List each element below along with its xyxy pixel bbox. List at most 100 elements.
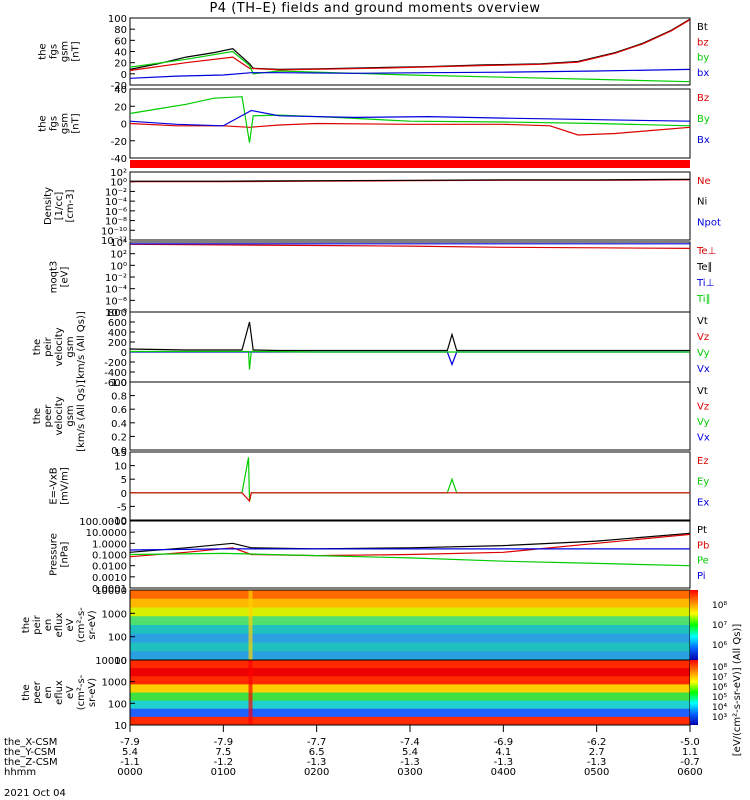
spectrogram-band bbox=[130, 598, 690, 608]
legend-entry: Ez bbox=[697, 456, 709, 467]
spectrogram-band bbox=[130, 676, 690, 685]
legend-entry: Vy bbox=[697, 348, 710, 359]
series-bz bbox=[129, 19, 691, 72]
spectrogram-band bbox=[130, 616, 690, 626]
panel-density bbox=[129, 171, 691, 241]
legend-entry: Pi bbox=[697, 571, 706, 582]
y-tick-label: -20 bbox=[111, 137, 127, 148]
time-row-value: 2.7 bbox=[589, 747, 605, 758]
y-tick-label: 0 bbox=[121, 348, 127, 359]
time-row-value: -6.9 bbox=[494, 737, 514, 748]
y-axis-label: [km/s (All Qs)] bbox=[76, 380, 87, 452]
colorbar-tick: 10⁴ bbox=[712, 703, 727, 713]
y-tick-label: 10 bbox=[114, 656, 127, 667]
y-axis-label: peer bbox=[43, 404, 54, 428]
y-tick-label: 10⁻⁶ bbox=[105, 296, 127, 307]
y-axis-label: the bbox=[21, 617, 32, 633]
spectrogram-band bbox=[130, 700, 690, 710]
legend-entry: Vy bbox=[697, 417, 710, 428]
time-row-value: -1.1 bbox=[120, 757, 140, 768]
time-row-value: -7.4 bbox=[400, 737, 420, 748]
time-row-value: -1.2 bbox=[214, 757, 234, 768]
y-tick-label: 10⁻⁴ bbox=[105, 285, 127, 296]
series-Ni bbox=[130, 178, 691, 182]
y-axis-label: gsm bbox=[60, 113, 71, 134]
y-axis-label: the bbox=[38, 43, 49, 59]
y-axis-label: peir bbox=[43, 336, 54, 356]
y-axis-label: the bbox=[32, 408, 43, 424]
y-tick-label: 10⁻² bbox=[105, 273, 127, 284]
y-tick-label: 10⁰ bbox=[110, 261, 127, 272]
y-tick-label: -600 bbox=[104, 378, 127, 389]
y-axis-label: moqt3 bbox=[49, 261, 60, 294]
y-axis-label: eV bbox=[65, 686, 76, 699]
y-tick-label: 1000 bbox=[102, 609, 127, 620]
time-row-value: 0000 bbox=[117, 767, 142, 778]
y-axis-label: en bbox=[43, 619, 54, 632]
y-tick-label: -5 bbox=[117, 502, 127, 513]
spectrogram-band bbox=[130, 633, 690, 643]
spectrogram-band bbox=[130, 625, 690, 635]
y-tick-label: 10 bbox=[114, 721, 127, 732]
series-Pi bbox=[129, 548, 690, 551]
time-row-label: the_Z-CSM bbox=[4, 757, 58, 768]
legend-entry: bz bbox=[697, 37, 709, 48]
y-tick-label: -20 bbox=[111, 81, 127, 92]
time-row-value: 5.4 bbox=[122, 747, 138, 758]
y-tick-label: 0.8 bbox=[111, 392, 127, 403]
series-by bbox=[129, 50, 691, 83]
time-row-value: 0200 bbox=[304, 767, 329, 778]
spectrogram-spike bbox=[248, 590, 253, 660]
y-tick-label: 100 bbox=[108, 633, 127, 644]
legend-entry: Vt bbox=[697, 316, 708, 327]
colorbar-bottom bbox=[690, 660, 698, 725]
time-row-value: -1.3 bbox=[587, 757, 607, 768]
y-tick-label: 10⁻⁴ bbox=[105, 197, 127, 208]
colorbar-tick: 10⁷ bbox=[712, 673, 727, 683]
y-axis-label: [km/s (All Qs)] bbox=[76, 311, 87, 383]
y-tick-label: 600 bbox=[108, 318, 127, 329]
y-tick-label: 10⁰ bbox=[110, 178, 127, 189]
status-bar bbox=[130, 160, 690, 168]
time-row-value: 0300 bbox=[397, 767, 422, 778]
spectrogram-band bbox=[130, 642, 690, 652]
series-Te⊥ bbox=[129, 243, 691, 249]
time-row-value: 0500 bbox=[584, 767, 609, 778]
spectrogram-band bbox=[130, 651, 690, 661]
series-Ey bbox=[130, 457, 690, 502]
legend-entry: Vx bbox=[697, 364, 710, 375]
y-tick-label: 0 bbox=[121, 70, 127, 81]
y-tick-label: 20 bbox=[114, 102, 127, 113]
y-axis-label: [nT] bbox=[71, 41, 82, 61]
time-row-value: 7.5 bbox=[215, 747, 231, 758]
spectrogram-band bbox=[130, 607, 690, 617]
y-axis-label: (cm²-s- bbox=[76, 607, 87, 643]
y-tick-label: 0 bbox=[121, 489, 127, 500]
y-axis-label: Pressure bbox=[49, 533, 60, 576]
y-tick-label: 60 bbox=[114, 36, 127, 47]
y-tick-label: 10.0000 bbox=[86, 528, 127, 539]
series-Vy bbox=[130, 350, 690, 370]
spectrogram-band bbox=[130, 660, 690, 669]
legend-entry: Npot bbox=[697, 217, 721, 228]
y-axis-label: [mV/m] bbox=[60, 467, 71, 505]
panel-efield bbox=[129, 451, 691, 521]
y-axis-label: sr-eV) bbox=[87, 610, 98, 639]
panel-peer-velocity bbox=[129, 381, 691, 451]
legend-entry: Ex bbox=[697, 497, 709, 508]
legend-entry: bx bbox=[697, 68, 709, 79]
legend-entry: Ti∥ bbox=[696, 294, 711, 305]
series-bx bbox=[129, 68, 691, 79]
time-row-value: 6.5 bbox=[309, 747, 325, 758]
time-row-value: -1.3 bbox=[307, 757, 327, 768]
legend-entry: Te∥ bbox=[696, 262, 713, 273]
colorbar-tick: 10⁶ bbox=[712, 641, 727, 651]
y-axis-label: the bbox=[32, 339, 43, 355]
y-tick-label: -200 bbox=[104, 358, 127, 369]
y-axis-label: eflux bbox=[54, 680, 65, 705]
y-tick-label: 0.0001 bbox=[92, 584, 127, 595]
y-tick-label: 0.0 bbox=[111, 446, 127, 457]
time-row-label: the_Y-CSM bbox=[4, 747, 56, 758]
y-tick-label: -10 bbox=[111, 516, 127, 527]
